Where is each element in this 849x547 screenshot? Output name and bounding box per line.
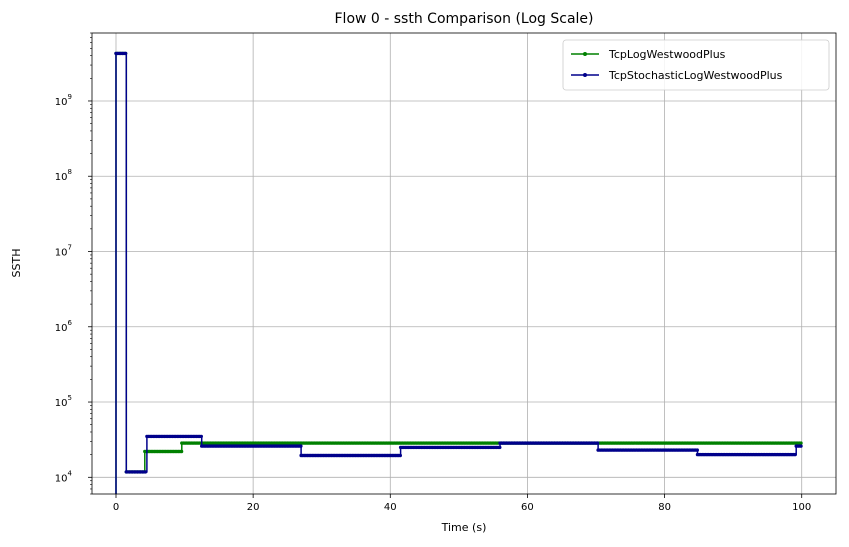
y-tick-label: 106 xyxy=(55,319,73,334)
x-tick-label: 40 xyxy=(384,502,397,513)
legend-box xyxy=(562,39,830,91)
series-point-1 xyxy=(498,445,502,450)
series-point-1 xyxy=(595,441,600,445)
series-point-0 xyxy=(179,449,184,454)
legend-label: TcpStochasticLogWestwoodPlus xyxy=(608,69,783,82)
grid-lines xyxy=(92,33,836,494)
series-point-1 xyxy=(793,452,797,457)
series-point-1 xyxy=(143,470,148,474)
series-point-1 xyxy=(398,453,402,458)
plot-frame xyxy=(91,32,837,495)
y-tick-label: 107 xyxy=(55,244,72,259)
series-point-0 xyxy=(799,441,803,445)
legend: TcpLogWestwoodPlus TcpStochasticLogWestwo… xyxy=(562,39,830,91)
series-point-1 xyxy=(695,448,699,452)
legend-swatch-marker xyxy=(583,52,587,56)
series-point-1 xyxy=(299,444,303,448)
y-tick-label: 104 xyxy=(55,469,73,484)
series-point-1 xyxy=(123,51,128,56)
legend-swatch-marker xyxy=(583,73,587,77)
series-point-1 xyxy=(799,444,803,448)
plot-area xyxy=(92,33,836,494)
y-tick-label: 108 xyxy=(55,168,72,183)
y-axis-label: SSTH xyxy=(10,249,23,278)
x-tick-label: 100 xyxy=(792,502,811,513)
x-tick-label: 60 xyxy=(521,502,534,513)
legend-label: TcpLogWestwoodPlus xyxy=(608,48,726,61)
x-tick-label: 20 xyxy=(247,502,260,513)
series-point-1 xyxy=(199,434,203,439)
series-layer xyxy=(114,51,803,494)
y-tick-label: 105 xyxy=(55,394,72,409)
x-tick-label: 80 xyxy=(658,502,671,513)
chart-title: Flow 0 - ssth Comparison (Log Scale) xyxy=(335,11,594,27)
x-axis-label: Time (s) xyxy=(441,521,487,534)
x-tick-label: 0 xyxy=(113,502,119,513)
y-tick-label: 109 xyxy=(55,93,72,108)
